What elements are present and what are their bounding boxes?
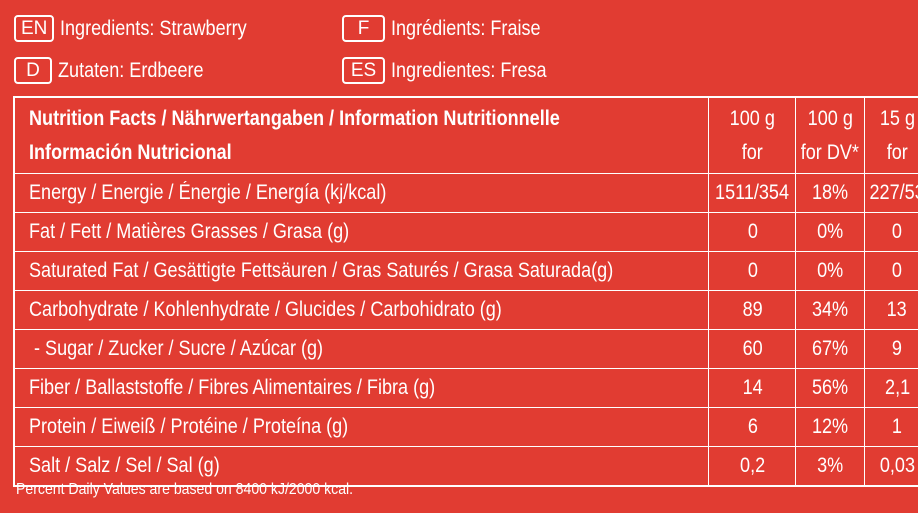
- column-header-100g-for: for: [741, 140, 763, 164]
- language-badge-d: D: [14, 57, 52, 84]
- value-dv: 34%: [812, 298, 849, 321]
- value-dv: 0%: [817, 259, 844, 282]
- row-label: Energy / Energie / Énergie / Energía (kj…: [29, 181, 387, 204]
- table-row: Saturated Fat / Gesättigte Fettsäuren / …: [13, 251, 918, 291]
- table-row: Fat / Fett / Matières Grasses / Grasa (g…: [13, 212, 918, 252]
- ingredients-en: EN Ingredients: Strawberry: [14, 15, 278, 42]
- value-dv: 56%: [812, 376, 849, 399]
- value-15g: 0,03: [879, 454, 915, 477]
- ingredients-text-f: Ingrédients: Fraise: [391, 16, 541, 40]
- language-badge-es: ES: [342, 57, 385, 84]
- language-badge-f: F: [342, 15, 385, 42]
- table-row: Salt / Salz / Sel / Sal (g) 0,2 3% 0,03: [13, 446, 918, 487]
- value-15g: 2,1: [884, 376, 910, 399]
- value-100g: 89: [742, 298, 763, 321]
- column-header-100g: 100 g for: [708, 96, 797, 174]
- value-dv: 12%: [812, 415, 849, 438]
- row-label: Fat / Fett / Matières Grasses / Grasa (g…: [29, 220, 350, 243]
- table-row: - Sugar / Zucker / Sucre / Azúcar (g) 60…: [13, 329, 918, 369]
- value-15g: 9: [892, 337, 903, 360]
- table-title: Nutrition Facts / Nährwertangaben / Info…: [13, 96, 710, 174]
- row-label: Fiber / Ballaststoffe / Fibres Alimentai…: [29, 376, 436, 399]
- table-title-line2: Información Nutricional: [29, 140, 232, 164]
- column-header-100g-amount: 100 g: [729, 106, 775, 130]
- row-label: Protein / Eiweiß / Protéine / Proteína (…: [29, 415, 349, 438]
- ingredients-text-en: Ingredients: Strawberry: [60, 16, 248, 40]
- value-15g: 227/53: [869, 181, 918, 204]
- row-label: Salt / Salz / Sel / Sal (g): [29, 454, 220, 477]
- column-header-dv-amount: 100 g: [807, 106, 853, 130]
- nutrition-facts-table: Nutrition Facts / Nährwertangaben / Info…: [13, 96, 918, 487]
- footnote: Percent Daily Values are based on 8400 k…: [16, 481, 354, 498]
- ingredients-f: F Ingrédients: Fraise: [342, 15, 565, 42]
- table-header-row: Nutrition Facts / Nährwertangaben / Info…: [13, 96, 918, 174]
- column-header-dv: 100 g for DV*: [795, 96, 866, 174]
- value-100g: 1511/354: [715, 181, 790, 204]
- value-15g: 0: [892, 259, 903, 282]
- column-header-15g: 15 g for: [864, 96, 918, 174]
- row-label: - Sugar / Zucker / Sucre / Azúcar (g): [29, 337, 324, 360]
- column-header-dv-for: for DV*: [801, 140, 860, 164]
- value-100g: 14: [742, 376, 763, 399]
- row-label: Carbohydrate / Kohlenhydrate / Glucides …: [29, 298, 502, 321]
- column-header-15g-amount: 15 g: [879, 106, 915, 130]
- table-row: Protein / Eiweiß / Protéine / Proteína (…: [13, 407, 918, 447]
- value-100g: 0: [747, 220, 758, 243]
- ingredients-text-es: Ingredientes: Fresa: [391, 58, 547, 82]
- table-row: Carbohydrate / Kohlenhydrate / Glucides …: [13, 290, 918, 330]
- ingredients-d: D Zutaten: Erdbeere: [14, 57, 227, 84]
- ingredients-text-d: Zutaten: Erdbeere: [58, 58, 204, 82]
- value-100g: 0: [747, 259, 758, 282]
- value-dv: 67%: [812, 337, 849, 360]
- table-title-line1: Nutrition Facts / Nährwertangaben / Info…: [29, 106, 560, 130]
- value-15g: 13: [887, 298, 908, 321]
- value-dv: 0%: [817, 220, 844, 243]
- value-dv: 18%: [812, 181, 849, 204]
- ingredients-es: ES Ingredientes: Fresa: [342, 57, 572, 84]
- value-dv: 3%: [817, 454, 844, 477]
- value-15g: 1: [892, 415, 903, 438]
- value-15g: 0: [892, 220, 903, 243]
- table-row: Fiber / Ballaststoffe / Fibres Alimentai…: [13, 368, 918, 408]
- value-100g: 6: [747, 415, 758, 438]
- language-badge-en: EN: [14, 15, 55, 42]
- row-label: Saturated Fat / Gesättigte Fettsäuren / …: [29, 259, 614, 282]
- value-100g: 60: [742, 337, 763, 360]
- table-row: Energy / Energie / Énergie / Energía (kj…: [13, 173, 918, 213]
- column-header-15g-for: for: [886, 140, 908, 164]
- value-100g: 0,2: [739, 454, 765, 477]
